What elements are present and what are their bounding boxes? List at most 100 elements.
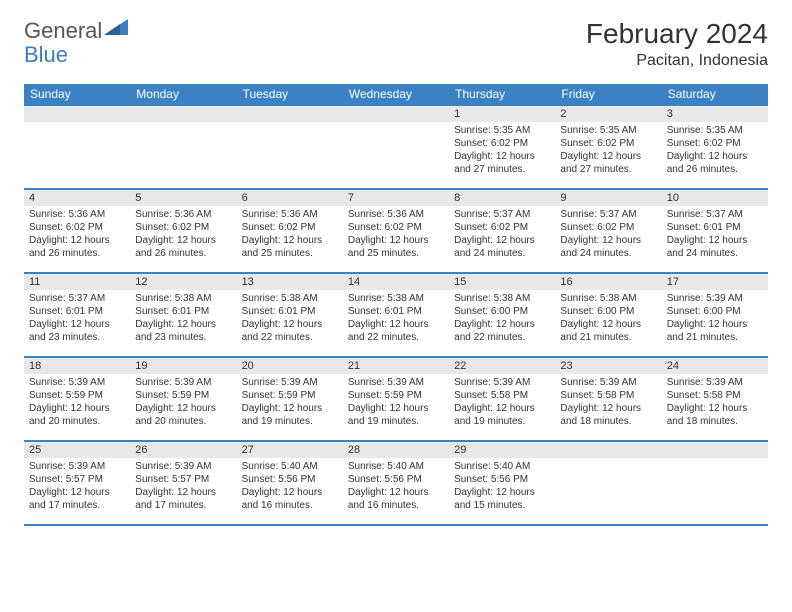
daylight-line: Daylight: 12 hours and 26 minutes. — [667, 150, 763, 176]
day-details: Sunrise: 5:39 AMSunset: 5:57 PMDaylight:… — [130, 458, 236, 516]
day-details: Sunrise: 5:39 AMSunset: 5:58 PMDaylight:… — [662, 374, 768, 432]
daylight-line: Daylight: 12 hours and 23 minutes. — [135, 318, 231, 344]
sunset-line: Sunset: 6:02 PM — [29, 221, 125, 234]
sunset-line: Sunset: 5:57 PM — [135, 473, 231, 486]
day-number: 2 — [555, 106, 661, 122]
daylight-line: Daylight: 12 hours and 21 minutes. — [560, 318, 656, 344]
day-details: Sunrise: 5:40 AMSunset: 5:56 PMDaylight:… — [237, 458, 343, 516]
sunrise-line: Sunrise: 5:35 AM — [454, 124, 550, 137]
day-number: 29 — [449, 442, 555, 458]
logo: General — [24, 18, 128, 44]
daylight-line: Daylight: 12 hours and 17 minutes. — [135, 486, 231, 512]
day-number: 27 — [237, 442, 343, 458]
day-number: 5 — [130, 190, 236, 206]
sunrise-line: Sunrise: 5:38 AM — [348, 292, 444, 305]
dayname-fri: Friday — [555, 84, 661, 104]
calendar-cell — [237, 104, 343, 188]
day-details: Sunrise: 5:36 AMSunset: 6:02 PMDaylight:… — [24, 206, 130, 264]
calendar-cell: 26Sunrise: 5:39 AMSunset: 5:57 PMDayligh… — [130, 440, 236, 524]
sunset-line: Sunset: 6:01 PM — [135, 305, 231, 318]
dayname-sun: Sunday — [24, 84, 130, 104]
sunrise-line: Sunrise: 5:40 AM — [454, 460, 550, 473]
day-details: Sunrise: 5:40 AMSunset: 5:56 PMDaylight:… — [343, 458, 449, 516]
sunset-line: Sunset: 6:01 PM — [348, 305, 444, 318]
calendar-cell: 21Sunrise: 5:39 AMSunset: 5:59 PMDayligh… — [343, 356, 449, 440]
day-details: Sunrise: 5:39 AMSunset: 5:59 PMDaylight:… — [237, 374, 343, 432]
daylight-line: Daylight: 12 hours and 16 minutes. — [242, 486, 338, 512]
sunrise-line: Sunrise: 5:36 AM — [348, 208, 444, 221]
daylight-line: Daylight: 12 hours and 26 minutes. — [29, 234, 125, 260]
day-number: 10 — [662, 190, 768, 206]
sunrise-line: Sunrise: 5:40 AM — [242, 460, 338, 473]
day-details: Sunrise: 5:39 AMSunset: 5:59 PMDaylight:… — [24, 374, 130, 432]
sunset-line: Sunset: 6:02 PM — [454, 137, 550, 150]
sunset-line: Sunset: 5:58 PM — [454, 389, 550, 402]
day-number: 7 — [343, 190, 449, 206]
calendar-cell: 23Sunrise: 5:39 AMSunset: 5:58 PMDayligh… — [555, 356, 661, 440]
calendar-cell: 12Sunrise: 5:38 AMSunset: 6:01 PMDayligh… — [130, 272, 236, 356]
daylight-line: Daylight: 12 hours and 20 minutes. — [135, 402, 231, 428]
sunset-line: Sunset: 5:56 PM — [242, 473, 338, 486]
day-details: Sunrise: 5:36 AMSunset: 6:02 PMDaylight:… — [237, 206, 343, 264]
day-number: 28 — [343, 442, 449, 458]
day-details: Sunrise: 5:35 AMSunset: 6:02 PMDaylight:… — [449, 122, 555, 180]
calendar-cell — [555, 440, 661, 524]
day-details: Sunrise: 5:35 AMSunset: 6:02 PMDaylight:… — [662, 122, 768, 180]
calendar-cell: 19Sunrise: 5:39 AMSunset: 5:59 PMDayligh… — [130, 356, 236, 440]
calendar-cell: 22Sunrise: 5:39 AMSunset: 5:58 PMDayligh… — [449, 356, 555, 440]
day-details: Sunrise: 5:37 AMSunset: 6:01 PMDaylight:… — [24, 290, 130, 348]
sunset-line: Sunset: 6:02 PM — [560, 221, 656, 234]
logo-text-1: General — [24, 18, 102, 44]
daylight-line: Daylight: 12 hours and 19 minutes. — [348, 402, 444, 428]
calendar-cell: 5Sunrise: 5:36 AMSunset: 6:02 PMDaylight… — [130, 188, 236, 272]
sunrise-line: Sunrise: 5:39 AM — [560, 376, 656, 389]
day-details: Sunrise: 5:36 AMSunset: 6:02 PMDaylight:… — [130, 206, 236, 264]
calendar-cell: 16Sunrise: 5:38 AMSunset: 6:00 PMDayligh… — [555, 272, 661, 356]
sunrise-line: Sunrise: 5:39 AM — [667, 376, 763, 389]
sunrise-line: Sunrise: 5:36 AM — [29, 208, 125, 221]
daylight-line: Daylight: 12 hours and 20 minutes. — [29, 402, 125, 428]
sunrise-line: Sunrise: 5:36 AM — [135, 208, 231, 221]
calendar-cell — [343, 104, 449, 188]
daylight-line: Daylight: 12 hours and 25 minutes. — [348, 234, 444, 260]
dayname-tue: Tuesday — [237, 84, 343, 104]
sunrise-line: Sunrise: 5:35 AM — [560, 124, 656, 137]
dayname-mon: Monday — [130, 84, 236, 104]
day-details: Sunrise: 5:39 AMSunset: 6:00 PMDaylight:… — [662, 290, 768, 348]
day-number-empty — [24, 106, 130, 122]
dayname-sat: Saturday — [662, 84, 768, 104]
daylight-line: Daylight: 12 hours and 22 minutes. — [348, 318, 444, 344]
day-details: Sunrise: 5:38 AMSunset: 6:01 PMDaylight:… — [130, 290, 236, 348]
day-number: 16 — [555, 274, 661, 290]
day-number: 3 — [662, 106, 768, 122]
sunset-line: Sunset: 5:56 PM — [454, 473, 550, 486]
day-details: Sunrise: 5:38 AMSunset: 6:00 PMDaylight:… — [555, 290, 661, 348]
day-number-empty — [343, 106, 449, 122]
calendar-cell: 7Sunrise: 5:36 AMSunset: 6:02 PMDaylight… — [343, 188, 449, 272]
calendar-cell: 25Sunrise: 5:39 AMSunset: 5:57 PMDayligh… — [24, 440, 130, 524]
sunset-line: Sunset: 6:02 PM — [242, 221, 338, 234]
sunset-line: Sunset: 6:01 PM — [242, 305, 338, 318]
day-number-empty — [555, 442, 661, 458]
title-block: February 2024 Pacitan, Indonesia — [586, 18, 768, 70]
sunrise-line: Sunrise: 5:39 AM — [135, 460, 231, 473]
calendar-cell: 15Sunrise: 5:38 AMSunset: 6:00 PMDayligh… — [449, 272, 555, 356]
calendar-cell: 2Sunrise: 5:35 AMSunset: 6:02 PMDaylight… — [555, 104, 661, 188]
page-title: February 2024 — [586, 18, 768, 50]
day-number: 4 — [24, 190, 130, 206]
day-details: Sunrise: 5:39 AMSunset: 5:58 PMDaylight:… — [449, 374, 555, 432]
calendar-cell: 28Sunrise: 5:40 AMSunset: 5:56 PMDayligh… — [343, 440, 449, 524]
sunrise-line: Sunrise: 5:36 AM — [242, 208, 338, 221]
day-number: 21 — [343, 358, 449, 374]
day-number: 26 — [130, 442, 236, 458]
sunset-line: Sunset: 6:01 PM — [29, 305, 125, 318]
daylight-line: Daylight: 12 hours and 17 minutes. — [29, 486, 125, 512]
sunrise-line: Sunrise: 5:40 AM — [348, 460, 444, 473]
sunset-line: Sunset: 6:01 PM — [667, 221, 763, 234]
day-details: Sunrise: 5:37 AMSunset: 6:02 PMDaylight:… — [449, 206, 555, 264]
sunset-line: Sunset: 5:59 PM — [29, 389, 125, 402]
sunset-line: Sunset: 5:57 PM — [29, 473, 125, 486]
day-number: 8 — [449, 190, 555, 206]
calendar-cell: 27Sunrise: 5:40 AMSunset: 5:56 PMDayligh… — [237, 440, 343, 524]
calendar-cell: 6Sunrise: 5:36 AMSunset: 6:02 PMDaylight… — [237, 188, 343, 272]
